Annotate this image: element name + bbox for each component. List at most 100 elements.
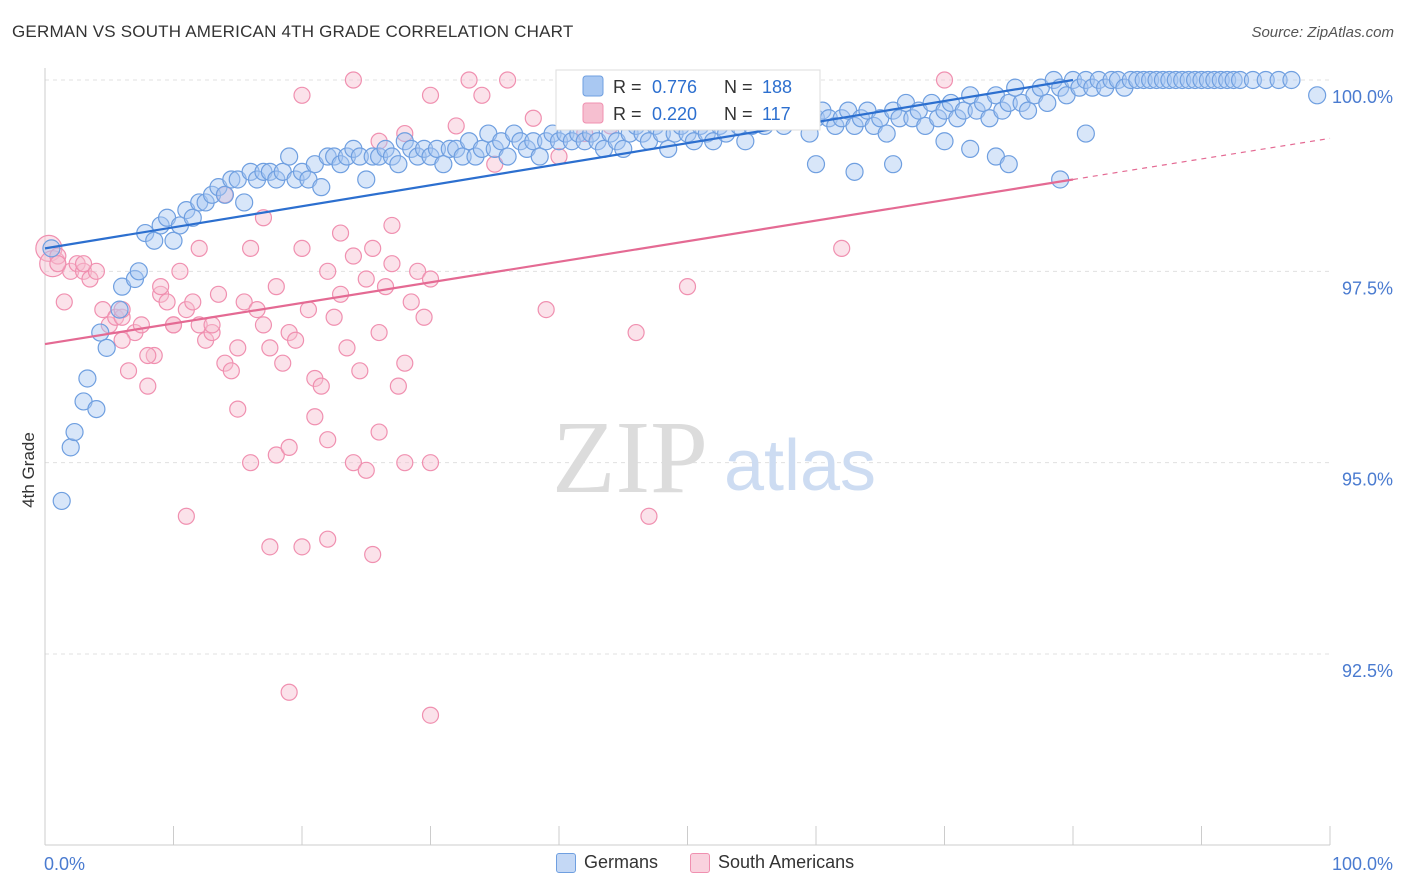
data-point-south-americans [402, 293, 420, 311]
data-point-south-americans [460, 71, 478, 89]
data-point-south-americans [421, 86, 440, 104]
trend-line-germans [44, 78, 1074, 250]
data-point-south-americans [293, 86, 311, 104]
data-point-south-americans [409, 262, 427, 280]
y-axis-label: 4th Grade [19, 432, 38, 508]
data-point-south-americans [152, 278, 170, 296]
trend-lines [44, 78, 1331, 346]
data-point-germans [87, 399, 106, 419]
data-point-germans [1269, 70, 1288, 90]
legend-swatch-south-americans [582, 102, 604, 124]
data-point-south-americans [325, 308, 343, 326]
data-point-germans [530, 147, 549, 166]
data-point-south-americans [145, 346, 163, 365]
legend-n-label: N = [724, 77, 753, 97]
data-point-south-americans [935, 71, 954, 89]
data-point-south-americans [158, 293, 176, 311]
legend-item-south-americans[interactable]: South Americans [690, 852, 854, 873]
data-point-germans [1147, 70, 1166, 90]
data-point-south-americans [364, 545, 382, 564]
data-point-south-americans [396, 454, 414, 472]
data-point-germans [524, 132, 543, 151]
data-point-south-americans [364, 239, 382, 257]
data-point-germans [280, 147, 299, 166]
data-point-germans [999, 93, 1018, 113]
data-point-germans [1166, 70, 1185, 90]
data-point-germans [1205, 70, 1224, 90]
data-point-germans [1282, 70, 1301, 90]
data-point-germans [1173, 70, 1192, 90]
data-point-germans [145, 231, 164, 250]
legend-swatch-south-americans [690, 852, 711, 873]
data-point-germans [1211, 70, 1230, 90]
data-point-south-americans [415, 308, 433, 326]
x-tick-label: 0.0% [44, 854, 85, 874]
data-point-germans [91, 323, 110, 342]
data-point-south-americans [235, 293, 253, 311]
data-point-germans [1308, 86, 1327, 105]
data-point-south-americans [74, 255, 93, 273]
chart-title: GERMAN VS SOUTH AMERICAN 4TH GRADE CORRE… [12, 22, 574, 41]
data-point-germans [1160, 70, 1179, 90]
data-point-germans [1018, 101, 1038, 120]
y-tick-labels: 100.0% 97.5% 95.0% 92.5% [1332, 87, 1393, 681]
data-point-south-americans [447, 117, 465, 135]
data-point-germans [1224, 70, 1243, 90]
data-point-germans [1038, 93, 1057, 113]
data-point-germans [1192, 70, 1211, 90]
series-legend: Germans South Americans [556, 852, 876, 873]
data-point-germans [1218, 70, 1237, 90]
data-point-germans [453, 147, 472, 166]
data-point-south-americans [209, 285, 228, 303]
data-point-germans [877, 124, 896, 143]
data-point-south-americans [499, 71, 517, 89]
legend-label-germans: Germans [584, 852, 659, 872]
legend-item-germans[interactable]: Germans [556, 852, 658, 873]
data-point-germans [1140, 70, 1160, 90]
data-point-south-americans [280, 683, 298, 701]
data-point-germans [883, 155, 903, 174]
data-point-south-americans [537, 301, 555, 319]
data-point-south-americans [389, 377, 407, 395]
data-point-south-americans [261, 538, 279, 556]
data-point-south-americans [331, 224, 350, 242]
data-point-south-americans [222, 362, 240, 380]
data-point-south-americans [139, 346, 157, 365]
data-point-south-americans [242, 239, 260, 257]
trend-line-south-americans-extension [1072, 137, 1331, 181]
y-tick-label: 97.5% [1342, 278, 1393, 298]
data-point-south-americans [678, 278, 697, 296]
data-point-south-americans [550, 147, 568, 166]
data-point-south-americans [319, 530, 337, 548]
y-tick-label: 100.0% [1332, 87, 1393, 107]
data-point-germans [1121, 70, 1140, 90]
watermark-zip: ZIP [552, 400, 708, 515]
data-point-south-americans [338, 339, 356, 357]
data-point-germans [222, 170, 241, 189]
data-point-south-americans [55, 293, 73, 311]
trend-line-south-americans [44, 178, 1074, 346]
legend-n-value: 117 [762, 104, 791, 124]
data-point-south-americans [229, 400, 247, 418]
data-point-south-americans [113, 331, 131, 349]
correlation-legend: R = 0.776 N = 188 R = 0.220 N = 117 [555, 69, 821, 131]
data-point-south-americans [524, 109, 542, 127]
data-point-south-americans [357, 270, 375, 288]
data-point-germans [164, 231, 183, 250]
data-point-south-americans [119, 362, 138, 380]
data-point-germans [65, 422, 84, 442]
legend-r-label: R = [613, 104, 642, 124]
data-point-germans [97, 338, 116, 357]
data-point-south-americans [331, 285, 350, 303]
data-point-germans [389, 155, 408, 174]
data-point-south-americans [139, 377, 157, 395]
data-point-germans [215, 185, 234, 204]
data-point-germans [183, 208, 202, 227]
data-point-south-americans [49, 255, 67, 273]
y-tick-label: 95.0% [1342, 470, 1393, 490]
data-point-south-americans [242, 454, 260, 472]
data-point-germans [845, 162, 864, 181]
data-point-south-americans [177, 507, 195, 525]
data-point-south-americans [261, 339, 279, 357]
data-point-south-americans [396, 354, 414, 372]
